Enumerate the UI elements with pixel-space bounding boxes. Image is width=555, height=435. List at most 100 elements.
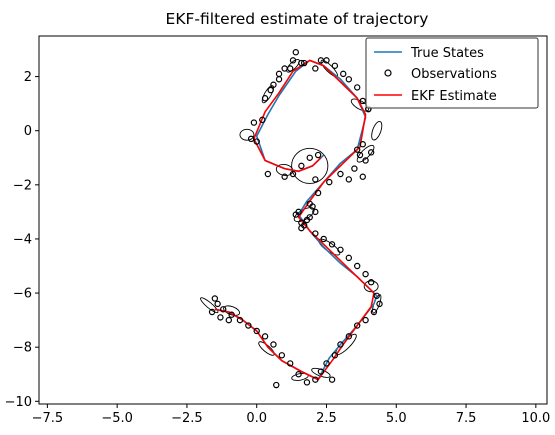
- observation-point: [214, 300, 221, 308]
- observation-point: [211, 295, 219, 302]
- observation-point: [351, 165, 358, 172]
- observation-point: [345, 76, 353, 83]
- observation-point: [345, 333, 353, 340]
- observation-point: [281, 173, 288, 180]
- observation-point: [250, 119, 258, 126]
- covariance-ellipse-3: [261, 85, 274, 104]
- observation-point: [261, 333, 269, 340]
- observation-point: [328, 241, 336, 248]
- observation-point: [309, 203, 316, 210]
- covariance-ellipse-6: [350, 98, 370, 112]
- observation-point: [289, 57, 297, 64]
- observation-point: [353, 146, 361, 153]
- observation-point: [323, 57, 330, 64]
- observation-point: [345, 254, 353, 262]
- observation-point: [306, 214, 313, 221]
- observation-point: [270, 341, 277, 348]
- observation-point: [220, 306, 227, 313]
- observation-point: [281, 65, 288, 72]
- x-tick-label: −5.0: [101, 411, 133, 426]
- observation-point: [362, 157, 369, 164]
- covariance-ellipse-0: [291, 147, 329, 184]
- covariance-ellipse-17: [223, 305, 241, 316]
- observation-point: [298, 162, 305, 170]
- observation-point: [217, 314, 224, 321]
- observation-point: [225, 316, 233, 324]
- observation-point: [253, 138, 260, 145]
- observation-point: [367, 149, 375, 156]
- y-tick-label: −2: [13, 178, 32, 193]
- observation-point: [292, 211, 299, 218]
- observation-point: [353, 84, 361, 91]
- observation-point: [312, 65, 319, 72]
- observation-point: [337, 170, 344, 178]
- observation-point: [331, 62, 339, 69]
- x-tick-label: 5.0: [386, 411, 407, 426]
- y-tick-label: −10: [5, 395, 32, 410]
- observation-point: [337, 246, 344, 253]
- x-tick-label: 7.5: [456, 411, 477, 426]
- observation-point: [306, 154, 313, 161]
- data-layer: [200, 49, 383, 389]
- observation-point: [245, 322, 252, 329]
- covariance-ellipse-11: [363, 280, 379, 293]
- observation-point: [362, 316, 369, 324]
- observation-point: [289, 170, 297, 178]
- observation-point: [314, 151, 322, 159]
- x-tick-label: 10.0: [521, 411, 550, 426]
- observation-point: [264, 170, 272, 178]
- observation-point: [312, 208, 319, 216]
- covariance-ellipse-2: [239, 128, 255, 141]
- observation-point: [300, 59, 308, 67]
- observation-point: [328, 376, 336, 383]
- observation-point: [298, 59, 305, 67]
- observation-point: [317, 368, 325, 375]
- observation-point: [331, 352, 339, 359]
- legend: True States Observations EKF Estimate: [365, 37, 539, 109]
- observation-point: [323, 360, 330, 367]
- x-axis: −7.5 −5.0 −2.5 0.0 2.5 5.0 7.5 10.0: [32, 404, 550, 426]
- observation-point: [287, 360, 294, 367]
- observation-point: [295, 371, 302, 378]
- observation-point: [353, 322, 361, 329]
- observation-point: [273, 381, 280, 389]
- plot-area: −7.5 −5.0 −2.5 0.0 2.5 5.0 7.5 10.0 2 0 −2 −4 −6 −8 −…: [5, 35, 550, 426]
- chart-title: EKF-filtered estimate of trajectory: [166, 10, 429, 28]
- observation-point: [337, 341, 344, 348]
- observation-point: [247, 135, 255, 143]
- axes-frame: [38, 35, 548, 405]
- y-tick-label: 2: [24, 70, 32, 85]
- observation-point: [253, 327, 260, 335]
- observation-point: [359, 97, 366, 105]
- covariance-ellipse-8: [356, 144, 375, 163]
- observation-point: [345, 176, 353, 183]
- covariance-ellipse-7: [371, 120, 383, 141]
- observation-point: [312, 376, 319, 383]
- x-tick-label: −2.5: [171, 411, 203, 426]
- observation-point: [275, 76, 283, 83]
- y-tick-label: −6: [13, 287, 32, 302]
- observation-point: [259, 116, 266, 124]
- observation-point: [278, 352, 286, 359]
- legend-true-states-label: True States: [410, 46, 484, 61]
- observation-point: [298, 224, 305, 232]
- covariance-ellipse-18: [200, 297, 219, 314]
- y-axis: 2 0 −2 −4 −6 −8 −10: [5, 70, 39, 410]
- observation-point: [303, 379, 311, 386]
- series-line-ekf-estimate: [214, 59, 375, 381]
- observation-point: [292, 49, 299, 56]
- observation-point: [340, 70, 347, 78]
- observation-point: [376, 300, 383, 308]
- observation-point: [370, 308, 378, 316]
- observation-point: [359, 141, 366, 148]
- observation-point: [373, 292, 380, 299]
- observation-point: [236, 316, 244, 324]
- legend-box: [365, 37, 539, 109]
- legend-observations-swatch: [384, 69, 392, 77]
- x-tick-label: −7.5: [32, 411, 64, 426]
- observation-point: [312, 176, 319, 183]
- observation-point: [326, 178, 333, 186]
- x-tick-label: 2.5: [316, 411, 337, 426]
- covariance-ellipse-16: [258, 341, 275, 356]
- observation-point: [359, 173, 366, 180]
